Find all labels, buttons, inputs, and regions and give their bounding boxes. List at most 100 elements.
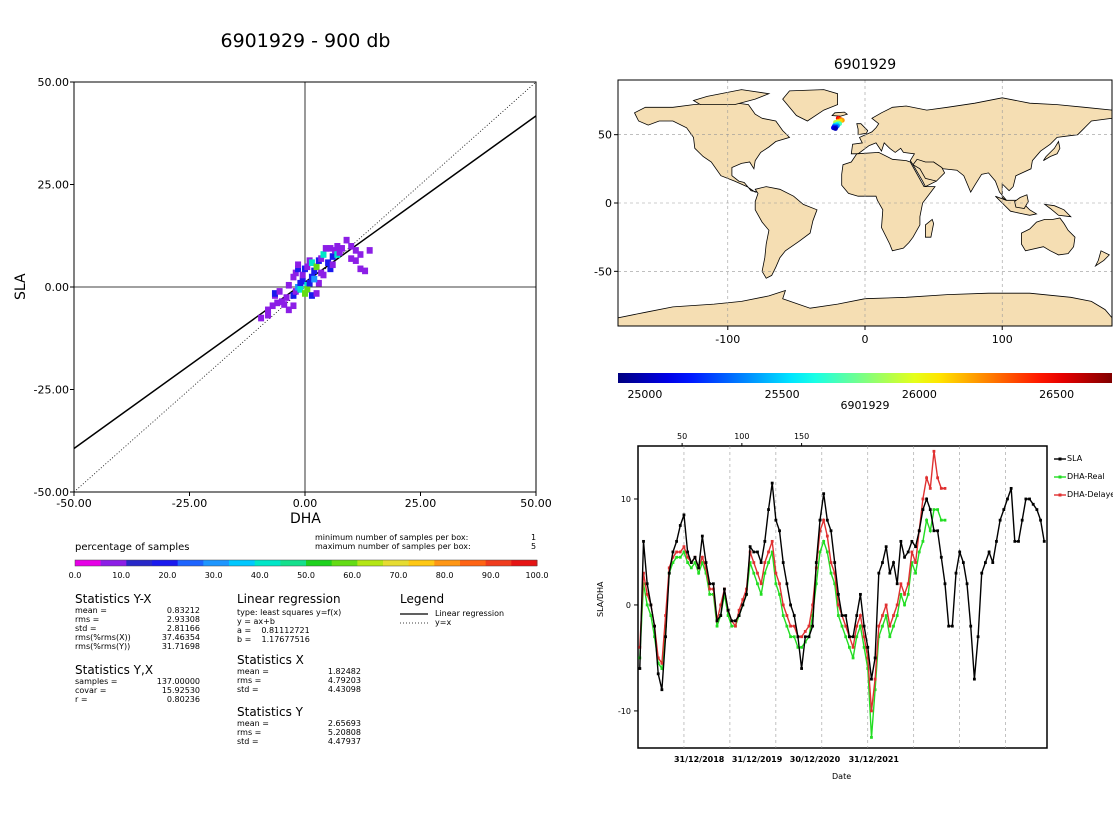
ts-marker-sla — [1006, 497, 1009, 501]
percent-colorbar-segment — [152, 560, 179, 566]
percent-colorbar-tick: 0.0 — [69, 571, 82, 580]
max-samples-value: 5 — [531, 542, 537, 551]
ts-marker-sla — [1039, 518, 1042, 522]
ts-ytick-label: 10 — [621, 495, 631, 504]
scatter-point — [327, 265, 334, 273]
scatter-point — [290, 292, 297, 299]
linreg-b: b = 1.17677516 — [237, 635, 310, 644]
ts-marker-dha-delaye — [939, 486, 943, 490]
ts-marker-dha-real — [936, 508, 940, 511]
ts-marker-dha-delaye — [870, 709, 873, 713]
ts-marker-dha-delaye — [671, 555, 675, 559]
ts-marker-sla — [792, 614, 796, 617]
scatter-ytick-label: -50.00 — [34, 486, 69, 499]
scatter-point — [320, 251, 327, 258]
map-land-uk — [856, 123, 869, 136]
ts-marker-dha-real — [778, 592, 781, 596]
scatter-point — [304, 286, 311, 293]
ts-marker-sla — [965, 582, 969, 586]
ts-marker-sla — [803, 635, 807, 639]
ts-marker-sla — [822, 492, 826, 496]
ts-marker-dha-real — [939, 518, 943, 522]
ts-marker-dha-delaye — [836, 603, 840, 607]
scatter-legend: Legend Linear regression y=x — [400, 592, 504, 629]
ts-marker-dha-real — [715, 624, 719, 628]
scatter-xtick-label: 25.00 — [405, 497, 437, 510]
scatter-point — [320, 271, 327, 279]
ts-marker-dha-delaye — [660, 661, 664, 665]
ts-marker-dha-delaye — [781, 603, 785, 607]
ts-marker-dha-real — [759, 592, 763, 596]
stat-key: std = — [237, 737, 259, 746]
ts-marker-dha-delaye — [906, 582, 910, 586]
stat-row: samples = 137.00000 — [75, 677, 200, 686]
ts-marker-dha-real — [892, 624, 895, 628]
scatter-point — [366, 247, 373, 254]
ts-marker-dha-real — [656, 661, 660, 665]
ts-marker-sla — [649, 603, 653, 607]
ts-marker-sla — [969, 624, 973, 628]
scatter-ylabel: SLA — [13, 273, 29, 300]
stat-row: std = 2.81166 — [75, 624, 200, 633]
ts-marker-dha-real — [722, 592, 726, 596]
scatter-point — [357, 265, 364, 273]
ts-marker-dha-real — [800, 645, 803, 649]
stat-row: rms = 4.79203 — [237, 676, 361, 685]
ts-marker-dha-delaye — [741, 598, 745, 602]
ts-marker-dha-delaye — [785, 614, 789, 617]
stats-y-title: Statistics Y — [237, 705, 303, 719]
ts-marker-dha-delaye — [851, 645, 855, 649]
ts-marker-sla — [998, 518, 1002, 522]
ts-ytick-label: 0 — [626, 601, 631, 610]
ts-marker-dha-real — [693, 561, 697, 564]
ts-marker-dha-delaye — [700, 555, 704, 559]
ts-marker-sla — [840, 614, 844, 617]
percent-colorbar-segment — [203, 560, 230, 566]
scatter-point — [258, 314, 265, 322]
stat-key: rms(%rms(X)) — [75, 633, 131, 642]
ts-marker-sla — [991, 561, 995, 564]
ts-marker-sla — [947, 624, 951, 628]
ts-marker-dha-real — [888, 635, 892, 639]
percent-colorbar-segment — [229, 560, 256, 566]
ts-date-label: 30/12/2020 — [790, 755, 841, 764]
stat-value: 4.79203 — [327, 676, 361, 685]
percent-colorbar-segment — [254, 560, 281, 566]
ts-marker-dha-delaye — [903, 592, 906, 596]
ts-marker-dha-real — [726, 614, 730, 617]
map-colorbar-ticks: 25000 25500 26000 26500 — [618, 388, 1112, 401]
ts-marker-sla — [671, 550, 675, 554]
ts-marker-dha-real — [671, 561, 675, 564]
stat-value: 5.20808 — [327, 728, 361, 737]
stat-key: rms(%rms(Y)) — [75, 642, 131, 651]
ts-legend-swatch-marker — [1058, 475, 1062, 479]
ts-marker-sla — [778, 529, 781, 533]
percent-colorbar-segment — [357, 560, 384, 566]
ts-marker-dha-real — [678, 555, 682, 559]
ts-marker-dha-real — [921, 539, 925, 543]
scatter-point — [329, 261, 336, 269]
ts-marker-sla — [906, 550, 910, 554]
scatter-point — [292, 288, 299, 295]
ts-marker-dha-delaye — [888, 624, 892, 628]
scatter-point — [285, 306, 292, 314]
percent-colorbar-tick: 40.0 — [251, 571, 269, 580]
percent-colorbar-segment — [100, 560, 127, 566]
stat-key: std = — [75, 624, 97, 633]
ts-date-label: 31/12/2021 — [849, 755, 900, 764]
ts-marker-sla — [833, 561, 837, 564]
scatter-point — [352, 247, 359, 254]
scatter-point — [343, 236, 350, 244]
ts-marker-dha-delaye — [719, 603, 723, 607]
ts-marker-dha-real — [928, 529, 932, 533]
ts-marker-dha-real — [917, 550, 921, 554]
legend-yx-label: y=x — [435, 618, 452, 627]
stat-row: rms(%rms(Y)) 31.71698 — [75, 642, 200, 651]
stat-key: r = — [75, 695, 88, 704]
ts-marker-sla — [958, 550, 962, 554]
ts-toptick-label: 100 — [734, 432, 749, 441]
scatter-point — [352, 257, 359, 264]
percent-colorbar-tick: 20.0 — [158, 571, 176, 580]
ts-marker-sla — [756, 550, 759, 554]
ts-marker-sla — [1042, 539, 1046, 543]
